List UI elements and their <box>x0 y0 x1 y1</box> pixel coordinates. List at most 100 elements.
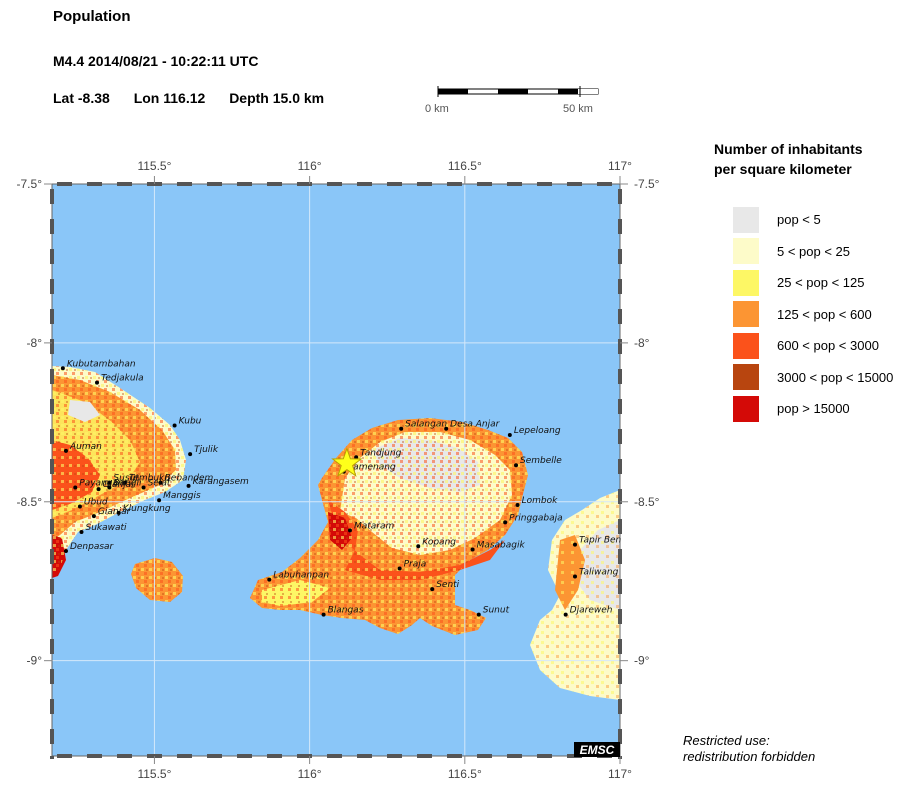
city-marker: Lombok <box>515 496 559 507</box>
depth-value: Depth 15.0 km <box>229 90 325 106</box>
city-marker: Salangan <box>399 420 447 431</box>
legend-label: 600 < pop < 3000 <box>777 338 879 354</box>
city-label: Tjulik <box>194 445 219 455</box>
city-marker: Sembelle <box>514 456 562 468</box>
city-label: Senti <box>436 580 459 590</box>
city-dot <box>430 587 435 592</box>
lon-tick-label: 117° <box>608 767 632 780</box>
island-bali <box>52 366 186 578</box>
city-dot <box>321 612 326 617</box>
city-dot <box>141 485 146 490</box>
emsc-badge: EMSC <box>574 742 620 757</box>
city-dot <box>572 574 577 579</box>
city-dot <box>347 528 352 533</box>
lat-tick-label: -9° <box>27 654 43 668</box>
city-label: Karangasem <box>193 477 249 487</box>
city-label: Lepeloang <box>514 426 561 436</box>
city-dot <box>107 485 112 490</box>
legend-swatch <box>733 301 759 328</box>
city-dot <box>416 544 421 549</box>
city-marker: Senti <box>430 580 460 592</box>
legend-item: 3000 < pop < 15000 <box>733 362 893 394</box>
lon-tick-label: 117° <box>608 159 632 173</box>
legend-label: pop < 5 <box>777 212 821 228</box>
city-marker: Manggis <box>157 491 201 503</box>
city-marker: Tembuku <box>122 474 170 485</box>
city-label: Ubud <box>84 498 108 508</box>
graticule <box>52 184 620 756</box>
city-label: Klungkung <box>123 504 171 514</box>
city-marker: Klungkung <box>116 504 171 515</box>
city-marker: Kubutambahan <box>60 359 136 371</box>
city-dot <box>444 426 449 431</box>
scale-end-label: 50 km <box>563 103 593 115</box>
lat-tick-label: -8° <box>27 336 43 350</box>
city-marker: Mataram <box>347 521 395 533</box>
lat-tick-label: -9° <box>634 654 650 668</box>
legend-title: Number of inhabitants per square kilomet… <box>714 139 863 179</box>
legend-swatch <box>733 364 759 391</box>
legend-item: 600 < pop < 3000 <box>733 330 893 362</box>
axis-labels: 115.5° 115.5° 116° 116° 116.5° 116.5° 117° 117°… <box>17 159 660 780</box>
city-label: Selat <box>148 478 171 488</box>
island-nusa-penida <box>131 558 183 602</box>
city-dot <box>73 485 78 490</box>
city-marker: Taliwang <box>572 567 619 579</box>
legend-label: 5 < pop < 25 <box>777 243 851 259</box>
legend-swatch <box>733 332 759 359</box>
city-dot <box>267 577 272 582</box>
legend-item: 125 < pop < 600 <box>733 299 893 331</box>
city-label: Pringgabaja <box>509 513 563 523</box>
epicenter-marker <box>331 447 363 478</box>
city-dot <box>514 463 519 468</box>
city-marker: Auman <box>63 442 102 453</box>
population-map[interactable]: 115.5° 115.5° 116° 116° 116.5° 116.5° 117° 117°… <box>0 140 680 780</box>
lat-tick-label: -8.5° <box>17 495 43 509</box>
city-label: Kubutambahan <box>67 359 136 369</box>
city-marker: Tapir Ben <box>572 536 622 547</box>
legend-label: 125 < pop < 600 <box>777 306 872 322</box>
city-marker: Selat <box>141 478 171 490</box>
city-label: Praja <box>404 560 427 570</box>
event-info: M4.4 2014/08/21 - 10:22:11 UTC <box>53 53 259 69</box>
city-label: Lombok <box>522 496 559 506</box>
city-label: Masabagik <box>477 540 526 550</box>
city-dot <box>116 510 121 515</box>
lat-tick-label: -8.5° <box>634 495 660 509</box>
city-dot <box>188 452 193 457</box>
city-marker: Gianjar <box>96 480 136 492</box>
city-dot <box>79 529 84 534</box>
legend-swatch <box>733 206 759 233</box>
legend-label: 3000 < pop < 15000 <box>777 369 894 385</box>
lat-tick-label: -8° <box>634 336 650 350</box>
city-marker: Pringgabaja <box>503 513 563 525</box>
city-label: Payangan <box>79 478 124 488</box>
city-label: Blangas <box>328 606 364 616</box>
city-label: Tandjung <box>360 448 401 458</box>
city-marker: Bebandem <box>158 474 214 485</box>
legend-swatch <box>733 238 759 265</box>
city-dot <box>572 542 577 547</box>
city-dot <box>107 480 112 485</box>
location-info: Lat -8.38 Lon 116.12 Depth 15.0 km <box>53 90 344 106</box>
landmasses <box>52 366 620 700</box>
city-label: Susut <box>113 474 139 484</box>
city-dot <box>507 433 512 438</box>
city-marker: Payangan <box>73 478 124 490</box>
city-dot <box>95 380 100 385</box>
scale-bar: 0 km 50 km <box>425 86 599 115</box>
city-label: Desa Anjar <box>450 420 500 430</box>
city-dot <box>63 549 68 554</box>
legend-label: pop > 15000 <box>777 401 850 417</box>
city-dot <box>470 547 475 552</box>
city-label: Djareweh <box>570 606 613 616</box>
city-marker: Desa Anjar <box>444 420 501 431</box>
city-marker: Karangasem <box>186 477 249 488</box>
city-dot <box>476 612 481 617</box>
city-dot <box>399 426 404 431</box>
legend-title-line1: Number of inhabitants <box>714 141 863 157</box>
city-dot <box>354 455 359 460</box>
city-label: Sukawati <box>85 523 127 533</box>
city-label: Mataram <box>354 521 395 531</box>
city-dot <box>397 566 402 571</box>
